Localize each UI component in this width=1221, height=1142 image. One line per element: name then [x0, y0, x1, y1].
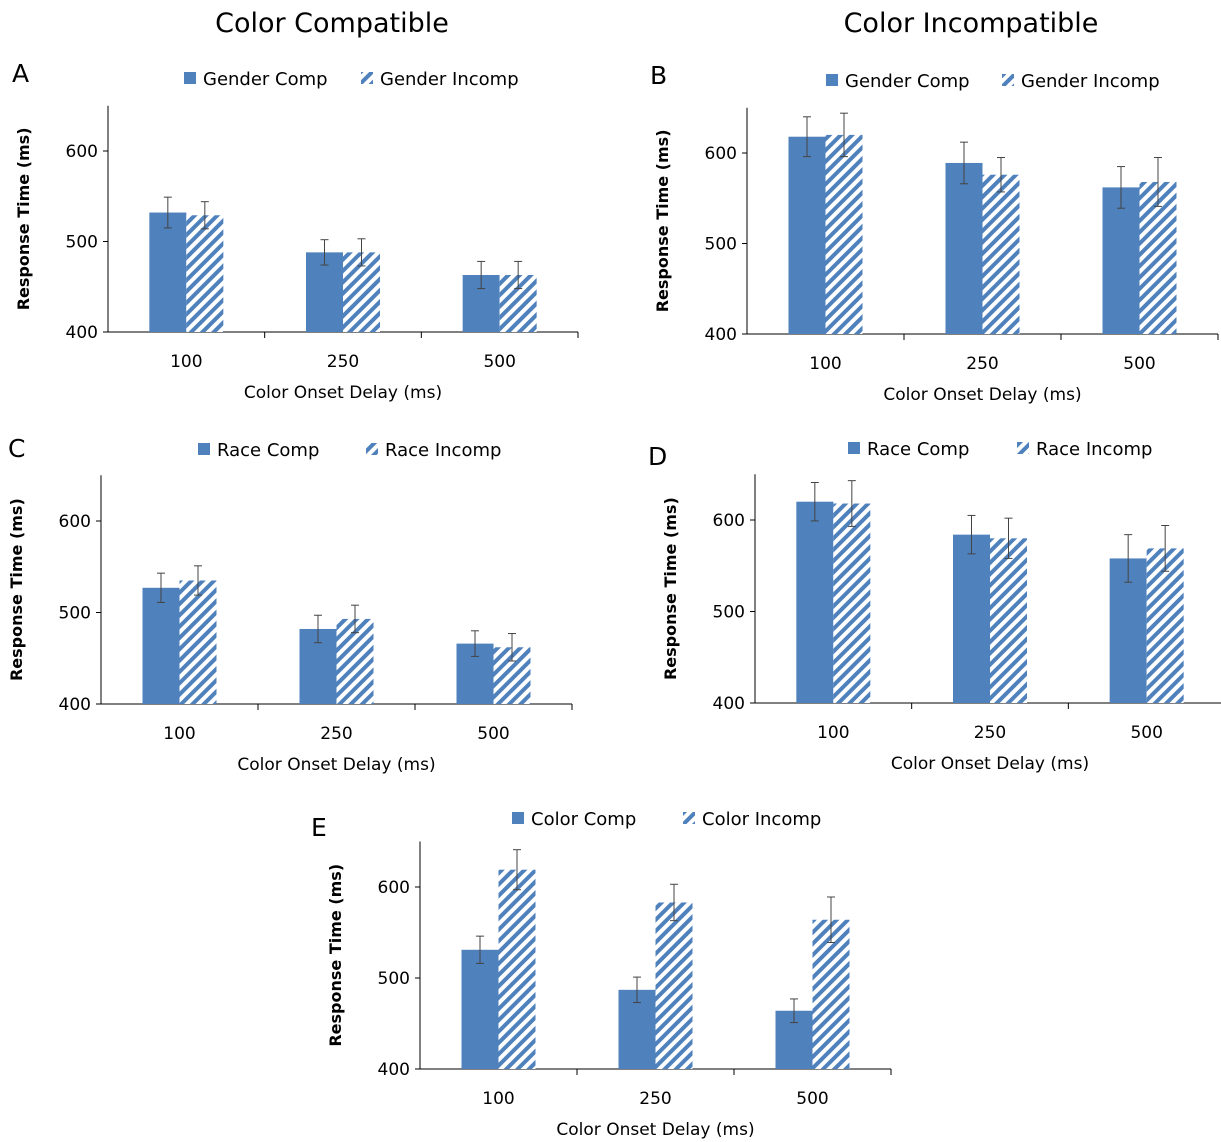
bar-gender-comp [945, 162, 983, 334]
y-tick-label: 600 [59, 512, 91, 532]
legend-swatch [1017, 442, 1029, 454]
legend-entry: Color Incomp [702, 809, 821, 830]
chart-panel-b: B Gender Comp Gender Incomp 400 500 600 100 250… [650, 61, 1219, 405]
y-tick-label: 500 [59, 604, 91, 624]
bar-color-incomp [812, 919, 850, 1069]
bar-color-incomp [498, 869, 536, 1069]
x-tick-label: 100 [163, 724, 195, 744]
y-axis-title: Response Time (ms) [326, 864, 345, 1047]
bar-gender-incomp [1139, 181, 1177, 334]
legend-entry: Race Comp [217, 440, 319, 461]
x-tick-label: 100 [817, 723, 849, 743]
x-axis-title: Color Onset Delay (ms) [237, 755, 435, 775]
column-title-right: Color Incompatible [844, 8, 1099, 39]
bar-gender-incomp [982, 174, 1020, 334]
bar-race-incomp [833, 503, 871, 703]
legend-swatch [848, 442, 860, 454]
panel-letter: C [8, 434, 25, 463]
x-tick-label: 250 [974, 723, 1006, 743]
bar-gender-comp [788, 136, 826, 334]
x-tick-label: 250 [966, 354, 998, 374]
y-axis-title: Response Time (ms) [653, 129, 672, 312]
legend-entry: Gender Incomp [1021, 71, 1160, 92]
y-tick-label: 400 [59, 695, 91, 715]
y-axis-title: Response Time (ms) [14, 127, 33, 310]
x-axis-title: Color Onset Delay (ms) [244, 383, 442, 403]
legend-entry: Race Incomp [1036, 439, 1152, 460]
y-tick-label: 400 [378, 1060, 410, 1080]
y-tick-label: 500 [713, 603, 745, 623]
legend-entry: Gender Incomp [380, 69, 519, 90]
x-tick-label: 250 [327, 352, 359, 372]
y-axis-title: Response Time (ms) [661, 497, 680, 680]
panel-letter: E [311, 813, 327, 842]
panel-letter: B [650, 61, 667, 90]
legend-entry: Gender Comp [845, 71, 970, 92]
legend-swatch [1002, 74, 1014, 86]
y-tick-label: 400 [66, 323, 98, 343]
y-tick-label: 400 [705, 325, 737, 345]
legend-swatch [361, 72, 373, 84]
y-tick-label: 500 [66, 233, 98, 253]
panel-letter: D [648, 442, 667, 471]
chart-panel-c: C Race Comp Race Incomp 400 500 600 100 250 500 C… [7, 434, 573, 775]
legend-swatch [198, 443, 210, 455]
bar-race-incomp [179, 580, 217, 704]
legend-entry: Race Comp [867, 439, 969, 460]
panel-letter: A [12, 59, 29, 88]
y-tick-label: 600 [66, 142, 98, 162]
x-tick-label: 500 [1130, 723, 1162, 743]
bar-gender-incomp [186, 215, 224, 332]
x-tick-label: 500 [796, 1089, 828, 1109]
x-tick-label: 100 [170, 352, 202, 372]
x-tick-label: 500 [483, 352, 515, 372]
bar-gender-comp [1102, 187, 1140, 334]
x-axis-title: Color Onset Delay (ms) [556, 1120, 754, 1140]
chart-panel-e: E Color Comp Color Incomp 400 500 600 100 250 50… [311, 809, 892, 1140]
legend-swatch [512, 812, 524, 824]
bar-race-incomp [1146, 548, 1184, 703]
legend-entry: Race Incomp [385, 440, 501, 461]
y-tick-label: 600 [713, 511, 745, 531]
bar-color-comp [461, 949, 499, 1069]
legend-swatch [683, 812, 695, 824]
x-tick-label: 250 [639, 1089, 671, 1109]
legend-entry: Color Comp [531, 809, 636, 830]
bar-race-incomp [990, 538, 1027, 703]
y-tick-label: 500 [705, 235, 737, 255]
bar-race-comp [796, 501, 834, 703]
bar-race-comp [142, 587, 180, 704]
y-tick-label: 400 [713, 694, 745, 714]
bar-race-comp [953, 534, 990, 703]
x-tick-label: 100 [809, 354, 841, 374]
y-tick-label: 600 [705, 144, 737, 164]
x-tick-label: 250 [320, 724, 352, 744]
legend-swatch [184, 72, 196, 84]
bar-gender-comp [149, 212, 187, 332]
bar-color-incomp [655, 902, 693, 1069]
bar-gender-incomp [825, 134, 863, 334]
x-tick-label: 100 [482, 1089, 514, 1109]
column-title-left: Color Compatible [215, 8, 449, 39]
x-tick-label: 500 [1123, 354, 1155, 374]
y-tick-label: 500 [378, 969, 410, 989]
y-axis-title: Response Time (ms) [7, 498, 26, 681]
legend-swatch [826, 74, 838, 86]
chart-panel-a: A Gender Comp Gender Incomp 400 500 600 100 250… [12, 59, 579, 403]
legend-swatch [366, 443, 378, 455]
x-axis-title: Color Onset Delay (ms) [891, 754, 1089, 774]
legend-entry: Gender Comp [203, 69, 328, 90]
x-tick-label: 500 [477, 724, 509, 744]
x-axis-title: Color Onset Delay (ms) [883, 385, 1081, 405]
bar-gender-comp [306, 252, 343, 332]
chart-panel-d: D Race Comp Race Incomp 400 500 600 100 250 500 C… [648, 439, 1221, 774]
y-tick-label: 600 [378, 878, 410, 898]
